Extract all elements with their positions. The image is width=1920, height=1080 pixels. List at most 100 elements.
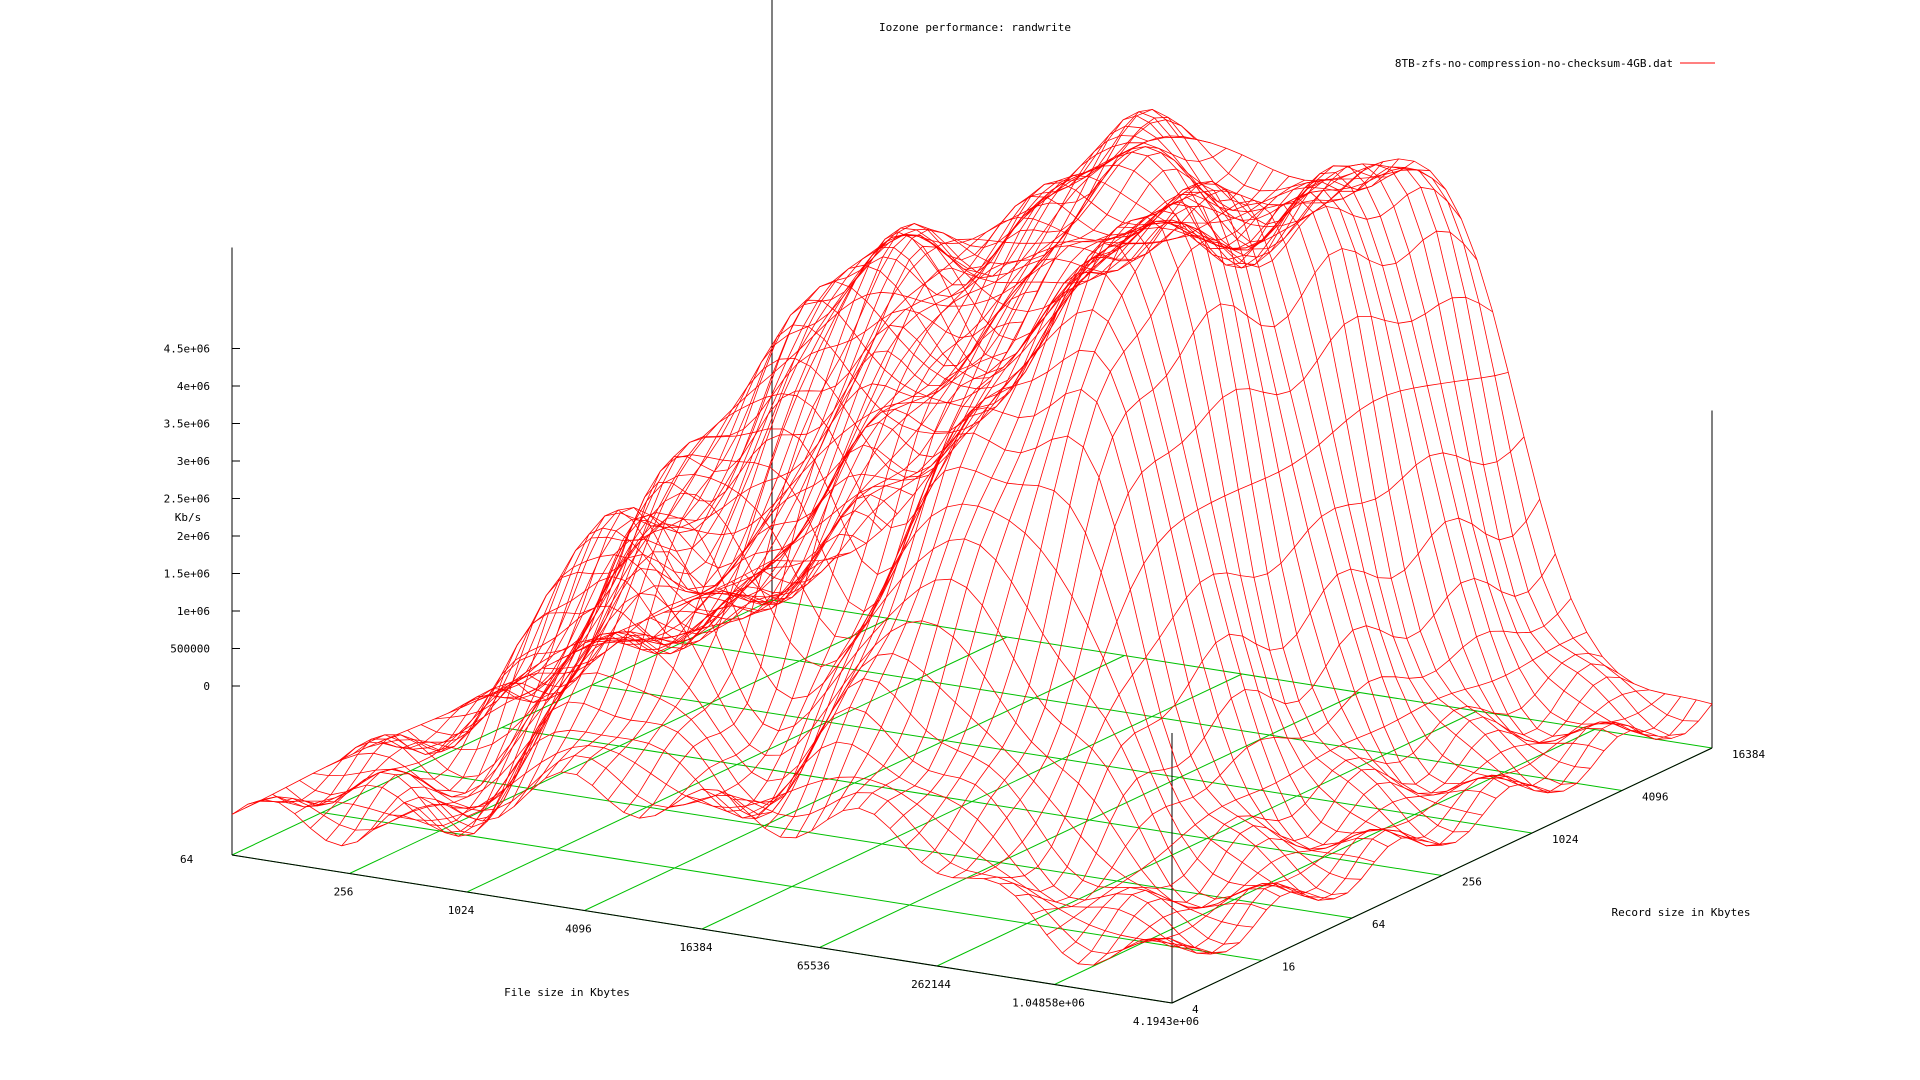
surface-line (419, 421, 961, 835)
surface-line (451, 379, 992, 809)
surface-line (704, 142, 1645, 732)
z-tick-label: 1.5e+06 (164, 568, 210, 581)
surface-line (420, 349, 1362, 880)
surface-line (968, 372, 1509, 879)
x-tick-label: 16384 (679, 941, 712, 954)
surface-line (1062, 652, 1603, 954)
y-tick-label: 1024 (1552, 833, 1579, 846)
surface-line (1077, 663, 1619, 965)
surface-line (717, 162, 1259, 815)
surface-line (921, 186, 1462, 863)
floor-grid-line-y (501, 727, 1443, 876)
surface-line (905, 167, 1446, 847)
z-tick-label: 2e+06 (177, 530, 210, 543)
surface-line (263, 560, 804, 808)
floor-grid-line-y (591, 684, 1533, 834)
surface-line (591, 148, 1133, 786)
surface-line (569, 180, 1510, 794)
surface-line (482, 321, 1023, 822)
surface-line (466, 351, 1008, 817)
axis-edge (231, 854, 1173, 1004)
surface-line (639, 108, 1180, 819)
surface-line (529, 228, 1071, 792)
z-axis-ticks: 0 500000 1e+06 1.5e+06 2e+06 2.5e+06 3e+06 3.5e… (164, 343, 240, 693)
surface-line (596, 200, 1537, 787)
surface-line (1171, 703, 1713, 954)
surface-mesh (231, 108, 1713, 966)
surface-line (294, 558, 835, 815)
z-tick-label: 0 (203, 680, 210, 693)
surface-line (952, 296, 1493, 879)
y-tick-label: 16 (1282, 961, 1295, 974)
surface-line (497, 290, 1039, 818)
legend: 8TB-zfs-no-compression-no-checksum-4GB.d… (1395, 57, 1715, 70)
surface-line (654, 116, 1196, 816)
x-axis-ticks: 64 256 1024 4096 16384 65536 262144 1.04858e+06… (180, 853, 1199, 1028)
surface-line (501, 209, 1443, 847)
y-tick-label: 256 (1462, 876, 1482, 889)
surface-line (826, 166, 1368, 821)
surface-line (1124, 693, 1666, 949)
surface-line (326, 592, 1267, 911)
surface-line (404, 444, 945, 837)
x-tick-label: 1.04858e+06 (1012, 997, 1085, 1010)
surface-line (936, 230, 1478, 874)
x-tick-label: 1024 (448, 904, 475, 917)
surface-line (372, 485, 914, 831)
chart-title: Iozone performance: randwrite (879, 21, 1071, 34)
surface-line (555, 182, 1497, 799)
z-tick-label: 1e+06 (177, 605, 210, 618)
surface-line (771, 136, 1713, 705)
surface-line (748, 175, 1290, 815)
floor-grid-line-y (411, 769, 1353, 919)
surface-line (1156, 699, 1697, 955)
surface-line (544, 201, 1086, 779)
surface-line (983, 436, 1525, 880)
surface-line (245, 755, 1186, 955)
surface-line (1015, 553, 1556, 903)
axis-edge (1171, 747, 1713, 1004)
floor-grid-line-y (771, 599, 1713, 749)
surface-line (388, 473, 929, 827)
surface-line (231, 560, 773, 815)
surface-line (842, 161, 1384, 811)
z-tick-label: 3e+06 (177, 455, 210, 468)
x-axis-label: File size in Kbytes (504, 986, 630, 999)
surface-line (623, 115, 1164, 813)
surface-line (272, 729, 1213, 954)
surface-line (686, 146, 1227, 812)
surface-line (690, 146, 1632, 737)
surface-line (1046, 631, 1587, 936)
z-tick-label: 4e+06 (177, 380, 210, 393)
surface-line (560, 178, 1102, 773)
surface-line (607, 135, 1149, 801)
y-axis-label: Record size in Kbytes (1611, 906, 1750, 919)
x-tick-label: 65536 (797, 960, 830, 973)
z-tick-label: 3.5e+06 (164, 418, 210, 431)
surface-line (717, 125, 1659, 737)
surface-line (650, 175, 1591, 769)
surface-line (677, 151, 1618, 744)
y-tick-label: 64 (1372, 918, 1386, 931)
surface-line (795, 178, 1337, 838)
legend-label: 8TB-zfs-no-compression-no-checksum-4GB.d… (1395, 57, 1673, 70)
z-axis-label: Kb/s (175, 511, 202, 524)
x-tick-label: 4096 (565, 923, 592, 936)
z-tick-label: 500000 (170, 643, 210, 656)
surface-line (999, 498, 1541, 893)
y-tick-label: 16384 (1732, 748, 1765, 761)
surface-line (353, 517, 1294, 900)
z-tick-label: 4.5e+06 (164, 343, 210, 356)
surface-line (299, 672, 1240, 945)
surface-line (609, 204, 1551, 792)
surface-line (889, 163, 1431, 829)
floor-grid-line-y (321, 812, 1263, 961)
surface-line (811, 173, 1352, 831)
surface-line (858, 158, 1400, 809)
axes (231, 0, 1713, 1004)
surface-line (779, 180, 1321, 838)
surface-line (542, 191, 1483, 816)
y-tick-label: 4096 (1642, 791, 1669, 804)
z-tick-label: 2.5e+06 (164, 493, 210, 506)
floor-grid-line-y (681, 642, 1623, 791)
